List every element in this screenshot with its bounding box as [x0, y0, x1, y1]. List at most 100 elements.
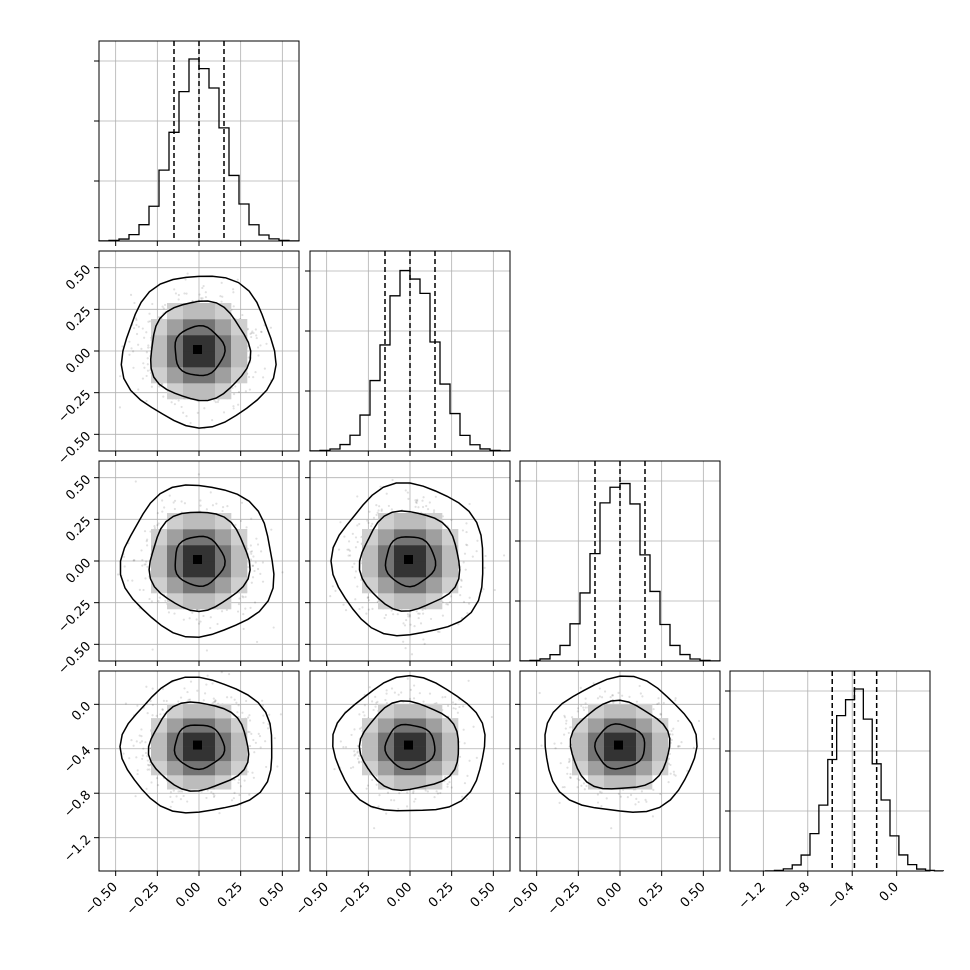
sample-point — [185, 292, 188, 295]
sample-point — [246, 770, 249, 773]
sample-point — [339, 521, 342, 524]
sample-point — [139, 741, 142, 744]
sample-point — [149, 699, 152, 703]
sample-point — [386, 791, 390, 794]
sample-point — [198, 293, 201, 296]
sample-point — [177, 790, 180, 793]
sample-point — [163, 506, 166, 509]
sample-point — [360, 535, 363, 539]
sample-point — [220, 281, 223, 284]
sample-point — [162, 395, 165, 398]
sample-point — [391, 478, 394, 482]
sample-point — [250, 552, 253, 555]
sample-point — [260, 550, 263, 553]
sample-point — [134, 795, 137, 798]
sample-point — [221, 506, 225, 509]
sample-point — [402, 622, 405, 625]
sample-point — [252, 776, 255, 779]
sample-point — [466, 774, 469, 777]
sample-point — [397, 693, 400, 696]
density-cell — [215, 383, 232, 400]
density-cell — [199, 351, 216, 368]
density-cell — [167, 718, 184, 733]
density-cell — [167, 760, 184, 776]
contour-line — [174, 324, 226, 377]
sample-point — [137, 343, 140, 346]
sample-point — [446, 704, 450, 707]
sample-point — [432, 511, 436, 514]
sample-point — [146, 755, 149, 758]
sample-point — [424, 789, 427, 792]
sample-point — [253, 569, 256, 573]
sample-point — [145, 787, 148, 790]
sample-point — [217, 398, 220, 402]
sample-point — [353, 728, 356, 731]
sample-point — [249, 550, 252, 553]
sample-point — [188, 617, 191, 620]
density-cell — [183, 351, 200, 368]
density-cell — [183, 561, 200, 578]
sample-point — [234, 523, 237, 526]
density-cell — [199, 383, 216, 400]
sample-point — [202, 284, 205, 288]
sample-point — [232, 407, 235, 410]
sample-point — [173, 499, 177, 502]
density-cell — [215, 593, 232, 610]
sample-point — [418, 612, 421, 615]
sample-point — [145, 685, 148, 688]
density-cell — [378, 718, 395, 733]
sample-point — [417, 506, 420, 509]
density-cell — [231, 746, 248, 762]
sample-point — [118, 406, 122, 409]
sample-point — [146, 369, 150, 372]
sample-point — [237, 778, 241, 781]
sample-point — [144, 741, 147, 744]
density-cell — [378, 703, 395, 719]
sample-point — [375, 504, 378, 507]
density-cell — [410, 513, 427, 530]
density-cell — [378, 545, 395, 562]
sample-point — [385, 812, 388, 815]
sample-point — [448, 781, 451, 784]
sample-point — [142, 362, 145, 365]
sample-point — [157, 316, 161, 319]
sample-point — [502, 554, 506, 557]
sample-point — [133, 559, 136, 562]
sample-point — [358, 713, 361, 716]
sample-point — [250, 331, 253, 335]
sample-point — [249, 332, 252, 335]
sample-point — [446, 782, 449, 786]
sample-point — [151, 687, 154, 690]
sample-point — [144, 577, 147, 580]
sample-point — [128, 340, 131, 343]
sample-point — [195, 618, 198, 621]
sample-point — [269, 326, 273, 329]
sample-point — [169, 805, 172, 808]
sample-point — [416, 498, 419, 501]
sample-point — [216, 622, 219, 626]
density-cell — [378, 775, 395, 790]
sample-point — [378, 505, 381, 508]
sample-point — [404, 646, 407, 650]
sample-point — [258, 735, 262, 738]
sample-point — [250, 550, 254, 553]
sample-point — [130, 347, 133, 350]
sample-point — [211, 702, 214, 705]
sample-point — [173, 288, 176, 291]
sample-point — [174, 292, 178, 295]
sample-point — [171, 800, 174, 803]
sample-point — [143, 563, 146, 566]
sample-point — [232, 288, 235, 291]
sample-point — [502, 762, 505, 765]
sample-point — [267, 722, 270, 726]
sample-point — [349, 554, 352, 557]
sample-point — [146, 538, 149, 541]
sample-point — [247, 356, 250, 359]
sample-point — [252, 376, 255, 379]
sample-point — [146, 357, 149, 360]
sample-point — [157, 600, 160, 603]
sample-point — [407, 615, 410, 618]
density-cell — [442, 718, 459, 733]
density-cell — [426, 732, 443, 747]
density-cell — [151, 732, 168, 747]
